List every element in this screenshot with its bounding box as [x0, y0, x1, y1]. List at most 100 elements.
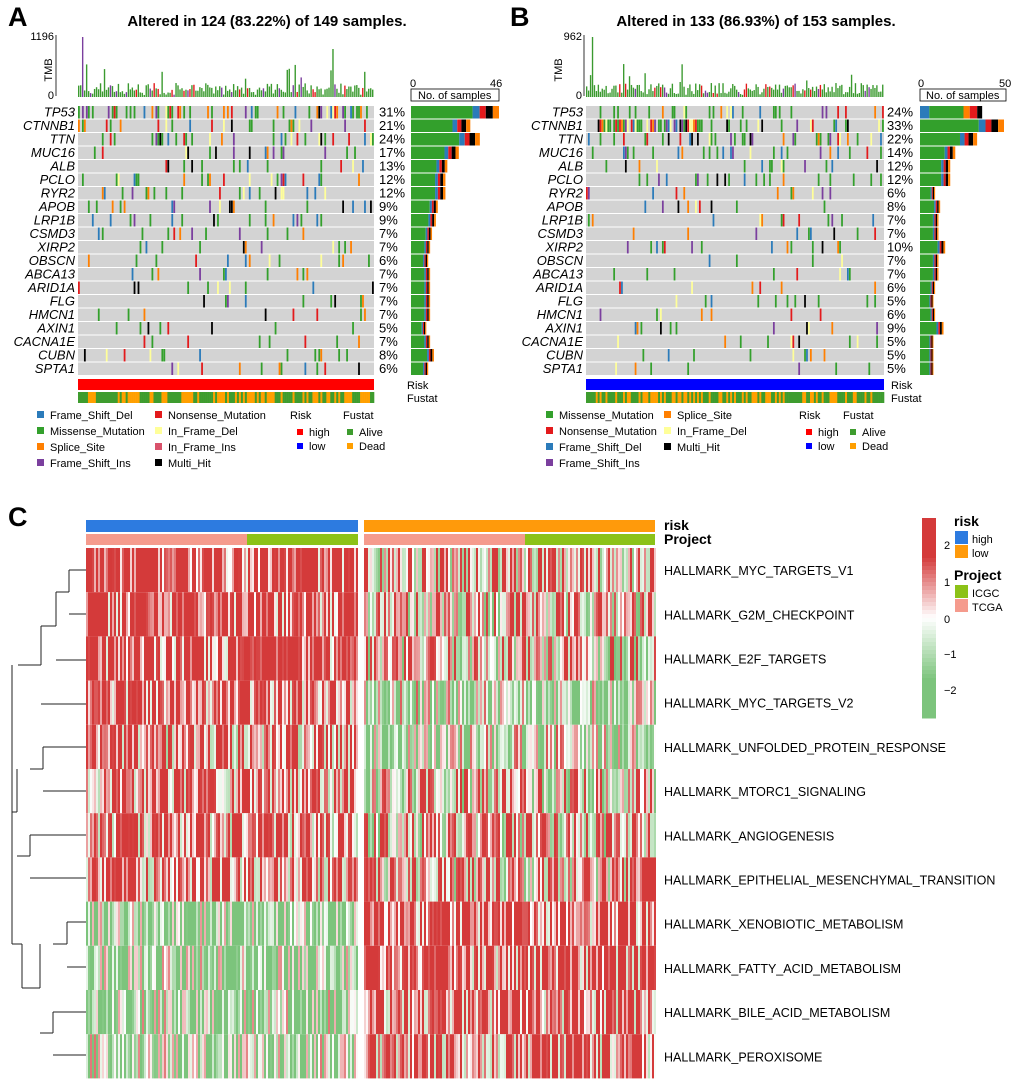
heatmap-cell: [512, 724, 514, 769]
heatmap-cell: [440, 548, 442, 593]
heatmap-cell: [288, 680, 290, 725]
heatmap-cell: [308, 548, 310, 593]
fustat-cell: [621, 392, 624, 403]
heatmap-cell: [610, 636, 612, 681]
heatmap-cell: [198, 548, 200, 593]
legend-title-fustat: Fustat: [343, 410, 374, 422]
mutation-cell: [304, 133, 307, 146]
heatmap-cell: [110, 857, 112, 902]
heatmap-cell: [524, 901, 526, 946]
mutation-cell: [362, 295, 364, 308]
mutation-cell: [658, 119, 660, 132]
heatmap-cell: [552, 1034, 554, 1079]
heatmap-cell: [196, 990, 198, 1035]
heatmap-cell: [116, 769, 118, 814]
heatmap-cell: [88, 901, 90, 946]
fustat-cell: [183, 392, 186, 403]
heatmap-cell: [590, 857, 592, 902]
heatmap-cell: [256, 990, 258, 1035]
heatmap-cell: [488, 769, 490, 814]
heatmap-cell: [484, 769, 486, 814]
heatmap-cell: [506, 901, 508, 946]
heatmap-cell: [476, 813, 478, 858]
heatmap-cell: [560, 548, 562, 593]
heatmap-cell: [514, 592, 516, 637]
heatmap-cell: [400, 945, 402, 990]
heatmap-cell: [114, 636, 116, 681]
mutation-cell: [712, 214, 715, 227]
mutation-grid: [78, 106, 374, 375]
gene-count-bar: [935, 227, 938, 240]
fustat-cell: [858, 392, 861, 403]
heatmap-cell: [198, 724, 200, 769]
fustat-cell: [304, 392, 307, 403]
fustat-cell: [671, 392, 674, 403]
heatmap-cell: [352, 724, 354, 769]
heatmap-cell: [152, 857, 154, 902]
tmb-bar: [825, 92, 827, 97]
tmb-bar: [322, 94, 324, 97]
gene-count-bar: [411, 362, 424, 375]
fustat-cell: [225, 392, 228, 403]
heatmap-cell: [256, 724, 258, 769]
heatmap-cell: [198, 769, 200, 814]
mutation-cell: [272, 119, 275, 132]
tmb-bar: [609, 92, 611, 97]
heatmap-cell: [238, 901, 240, 946]
heatmap-cell: [210, 724, 212, 769]
fustat-cell: [632, 392, 635, 403]
heatmap-cell: [438, 592, 440, 637]
heatmap-cell: [466, 901, 468, 946]
heatmap-cell: [632, 548, 634, 593]
gene-count-bar: [411, 106, 473, 119]
heatmap-cell: [192, 769, 194, 814]
heatmap-cell: [172, 680, 174, 725]
heatmap-cell: [296, 548, 298, 593]
mutation-cell: [181, 214, 184, 227]
mutation-cell: [226, 254, 229, 267]
heatmap-cell: [212, 1034, 214, 1079]
heatmap-cell: [478, 680, 480, 725]
fustat-cell: [644, 392, 647, 403]
heatmap-cell: [404, 813, 406, 858]
heatmap-cell: [124, 901, 126, 946]
fustat-cell: [759, 392, 762, 403]
mutation-cell: [841, 254, 843, 267]
heatmap-cell: [354, 724, 356, 769]
heatmap-cell: [496, 592, 498, 637]
heatmap-cell: [448, 813, 450, 858]
heatmap-cell: [536, 548, 538, 593]
heatmap-cell: [348, 1034, 350, 1079]
heatmap-cell: [104, 636, 106, 681]
heatmap-cell: [336, 636, 338, 681]
mutation-cell: [656, 308, 658, 321]
mutation-cell: [334, 106, 337, 119]
mutation-cell: [109, 214, 112, 227]
gene-row-background: [78, 119, 374, 132]
gene-count-bar: [941, 173, 944, 186]
fustat-cell: [868, 392, 871, 403]
heatmap-cell: [632, 636, 634, 681]
mutation-cell: [290, 133, 293, 146]
gene-count-bar: [427, 362, 429, 375]
heatmap-cell: [616, 990, 618, 1035]
mutation-cell: [101, 187, 104, 200]
heatmap-cell: [332, 724, 334, 769]
heatmap-cell: [300, 857, 302, 902]
heatmap-cell: [214, 769, 216, 814]
tmb-bar: [661, 84, 664, 97]
heatmap-cell: [592, 636, 594, 681]
heatmap-cell: [472, 857, 474, 902]
heatmap-cell: [228, 990, 230, 1035]
gene-count-bar: [930, 362, 932, 375]
mutation-cell: [264, 146, 267, 159]
heatmap-cell: [462, 680, 464, 725]
fustat-cell: [780, 392, 784, 403]
fustat-cell: [876, 392, 879, 403]
mutation-cell: [302, 173, 305, 186]
heatmap-cell: [494, 990, 496, 1035]
mutation-cell: [874, 106, 877, 119]
mutation-cell: [248, 187, 251, 200]
heatmap-cell: [194, 990, 196, 1035]
heatmap-cell: [240, 636, 242, 681]
